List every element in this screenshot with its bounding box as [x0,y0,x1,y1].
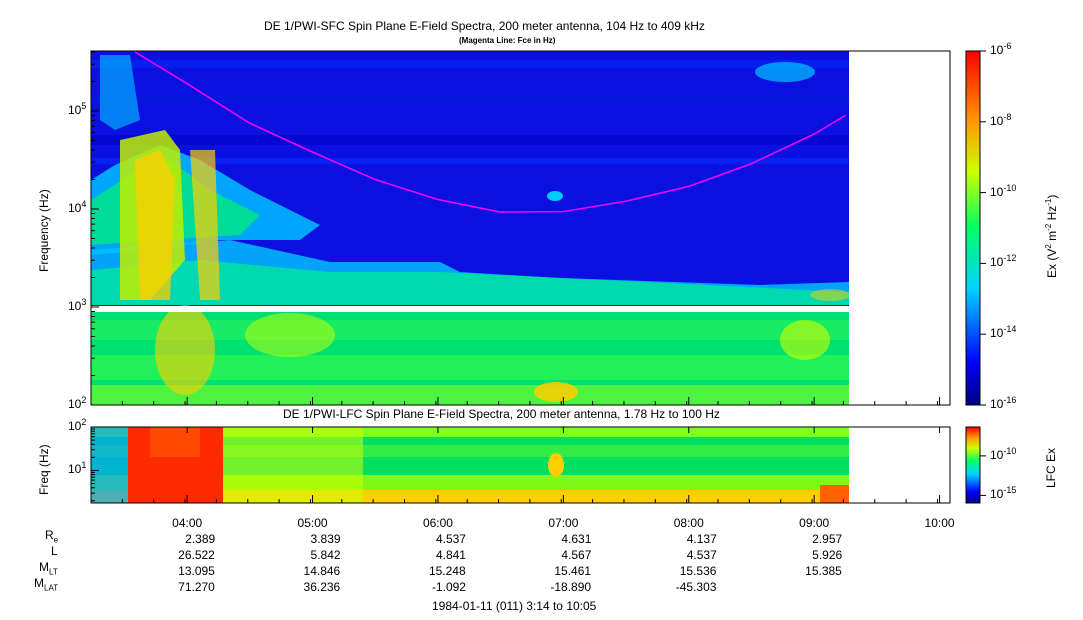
ephemeris-value: 15.536 [679,564,717,578]
ephemeris-value: 71.270 [178,580,215,594]
ephemeris-value: 15.248 [428,564,466,578]
sfc-colorbar-tick-label: 10-12 [990,253,1017,270]
sfc-y-tick-label: 102 [68,395,87,411]
ephemeris-value: 5.926 [812,548,843,562]
ephemeris-value: 36.236 [303,580,341,594]
sfc-colorbar-tick-label: 10-6 [990,41,1012,57]
ephemeris-value: -18.890 [550,580,592,594]
time-tick-label: 08:00 [673,516,704,530]
time-tick-label: 06:00 [422,516,453,530]
sfc-colorbar-tick-label: 10-14 [990,324,1017,341]
ephemeris-row-label: MLT [39,560,58,577]
ephemeris-row-label: Re [45,528,59,545]
ephemeris-value: 5.842 [310,548,341,562]
sfc-title: DE 1/PWI-SFC Spin Plane E-Field Spectra,… [264,19,705,33]
fce-line [134,51,846,213]
time-tick-label: 07:00 [548,516,579,530]
sfc-colorbar [965,50,981,406]
sfc-ylabel: Frequency (Hz) [37,189,51,272]
lfc-ylabel: Freq (Hz) [37,444,51,495]
ephemeris-value: 3.839 [310,532,341,546]
ephemeris-value: 13.095 [178,564,215,578]
ephemeris-value: 4.537 [686,548,717,562]
lfc-colorbar-tick-label: 10-15 [990,485,1017,502]
ephemeris-value: 4.631 [561,532,592,546]
ephemeris-value: 26.522 [178,548,215,562]
lfc-colorbar [965,426,981,504]
lfc-title: DE 1/PWI-LFC Spin Plane E-Field Spectra,… [283,407,720,421]
sfc-subtitle: (Magenta Line: Fce in Hz) [459,36,556,45]
sfc-colorbar-tick-label: 10-10 [990,182,1017,199]
lfc-colorbar-tick-label: 10-10 [990,445,1017,462]
sfc-y-tick-label: 104 [68,198,87,215]
ephemeris-value: 15.461 [554,564,592,578]
sfc-y-tick-label: 105 [68,100,87,117]
ephemeris-value: 4.567 [561,548,592,562]
ephemeris-value: 4.841 [435,548,466,562]
ephemeris-value: 4.537 [435,532,466,546]
lfc-y-tick-label: 101 [68,460,87,477]
ephemeris-value: 14.846 [303,564,341,578]
lfc-colorbar-label: LFC Ex [1044,447,1058,488]
sfc-y-tick-label: 103 [68,296,87,313]
ephemeris-value: 2.957 [812,532,843,546]
ephemeris-value: 4.137 [686,532,717,546]
ephemeris-row-label: MLAT [34,576,59,593]
time-tick-label: 05:00 [297,516,328,530]
time-range-footer: 1984-01-11 (011) 3:14 to 10:05 [432,599,597,613]
sfc-colorbar-label: Ex (V2 m-2 Hz-1) [1044,194,1059,278]
time-tick-label: 04:00 [172,516,203,530]
ephemeris-value: 2.389 [185,532,216,546]
ephemeris-row-label: L [51,544,58,558]
lfc-spectrogram [91,427,849,503]
time-tick-label: 09:00 [799,516,830,530]
sfc-colorbar-tick-label: 10-8 [990,111,1012,128]
ephemeris-value: -45.303 [675,580,717,594]
ephemeris-value: 15.385 [805,564,842,578]
ephemeris-value: -1.092 [431,580,466,594]
sfc-spectrogram [91,51,849,405]
sfc-colorbar-tick-label: 10-16 [990,395,1017,411]
lfc-y-tick-label: 102 [68,417,87,433]
time-tick-label: 10:00 [924,516,955,530]
